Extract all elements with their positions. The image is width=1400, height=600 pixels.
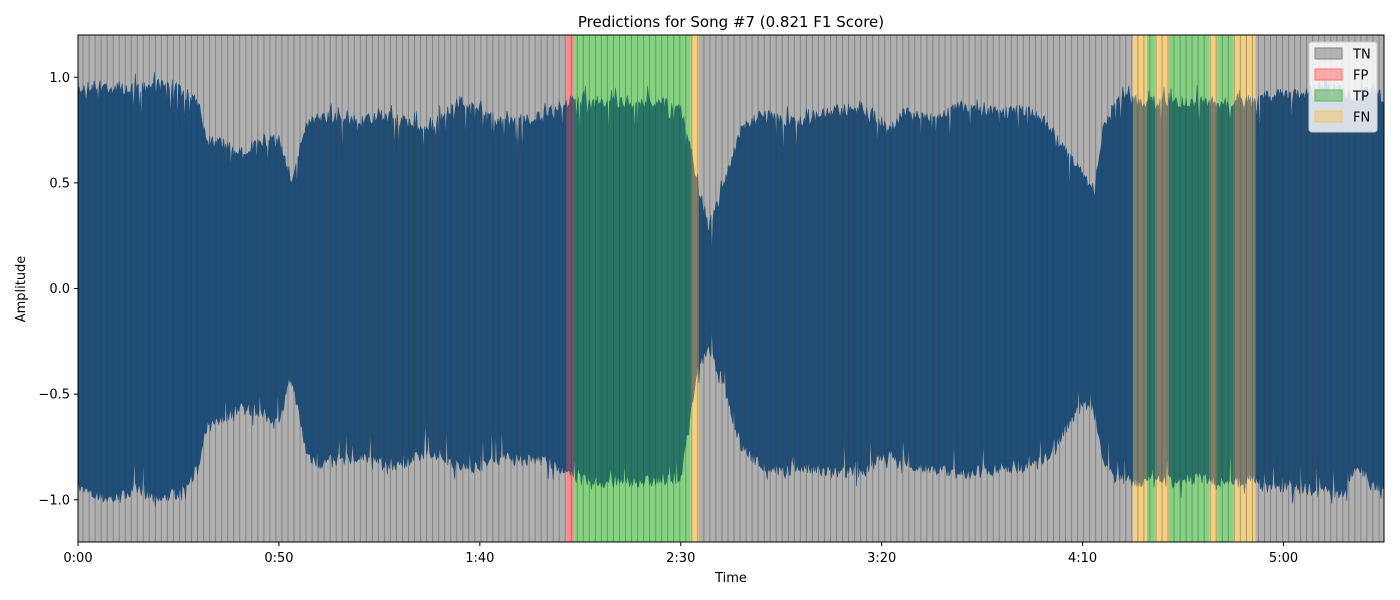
segment-overlay-fn (690, 35, 699, 542)
segment-overlay-tp (1146, 35, 1155, 542)
legend-label-fp: FP (1353, 69, 1368, 84)
segment-overlay-fp (566, 35, 575, 542)
legend-label-tn: TN (1352, 48, 1371, 63)
x-tick-label: 1:40 (465, 551, 494, 566)
x-axis-label: Time (714, 571, 747, 586)
segment-overlay-tp (1217, 35, 1234, 542)
chart-title: Predictions for Song #7 (0.821 F1 Score) (578, 13, 884, 31)
legend-swatch-fn (1314, 110, 1343, 123)
frame-boundary-lines (82, 35, 1380, 542)
y-axis-label: Amplitude (14, 256, 29, 323)
prediction-overlays (566, 35, 1256, 542)
x-tick-label: 5:00 (1269, 551, 1298, 566)
legend-swatch-tp (1314, 89, 1343, 102)
y-axis-ticks: 1.0 0.5 0.0 −0.5 −1.0 (38, 71, 78, 508)
legend-swatch-tn (1314, 47, 1343, 60)
y-tick-label: −0.5 (38, 388, 70, 403)
x-tick-label: 0:50 (264, 551, 293, 566)
y-tick-label: −1.0 (38, 493, 70, 508)
legend-label-fn: FN (1353, 111, 1370, 126)
segment-overlay-tp (1169, 35, 1210, 542)
segment-overlay-fn (1233, 35, 1256, 542)
segment-overlay-fn (1132, 35, 1147, 542)
y-tick-label: 0.5 (49, 176, 70, 191)
segment-overlay-fn (1209, 35, 1218, 542)
x-axis-ticks: 0:00 0:50 1:40 2:30 3:20 4:10 5:00 (63, 542, 1298, 566)
y-tick-label: 0.0 (49, 282, 70, 297)
segment-overlay-tp (574, 35, 691, 542)
x-tick-label: 2:30 (666, 551, 695, 566)
segment-overlay-fn (1154, 35, 1170, 542)
y-tick-label: 1.0 (49, 71, 70, 86)
legend-swatch-fp (1314, 68, 1343, 81)
legend-label-tp: TP (1352, 90, 1369, 105)
x-tick-label: 4:10 (1068, 551, 1097, 566)
x-tick-label: 0:00 (63, 551, 92, 566)
frame-lines (82, 35, 1380, 542)
legend-box (1308, 41, 1378, 133)
legend: TN FP TP FN (1308, 41, 1378, 133)
x-tick-label: 3:20 (867, 551, 896, 566)
